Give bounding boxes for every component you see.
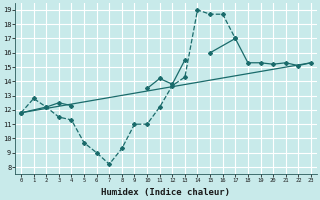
X-axis label: Humidex (Indice chaleur): Humidex (Indice chaleur) [101, 188, 230, 197]
